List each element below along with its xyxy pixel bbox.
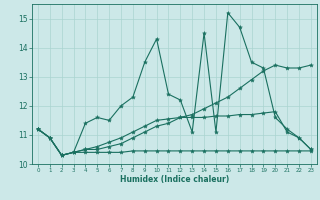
- X-axis label: Humidex (Indice chaleur): Humidex (Indice chaleur): [120, 175, 229, 184]
